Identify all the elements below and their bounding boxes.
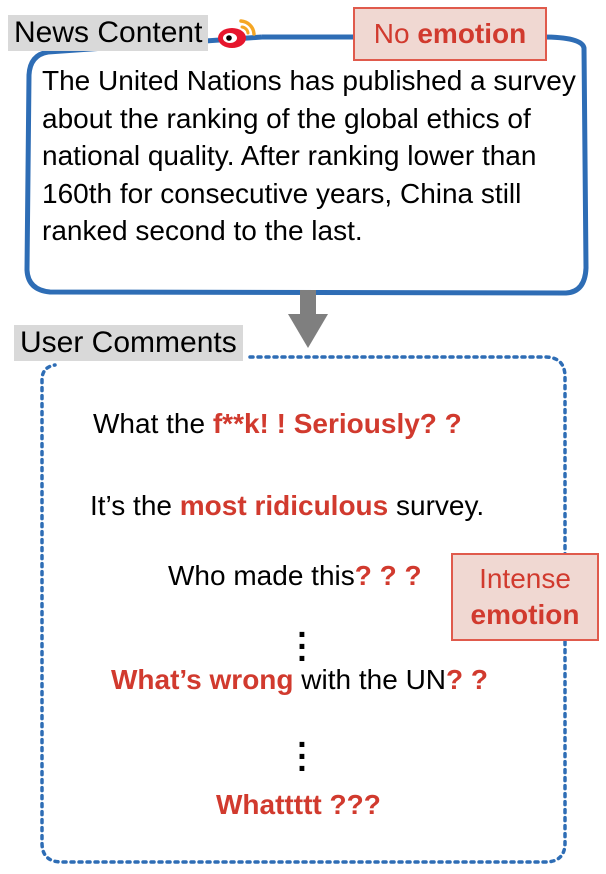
no-emotion-normal: No: [373, 18, 410, 49]
comment-3-plain: Who made this: [168, 560, 355, 591]
comment-4-bold: What’s wrong: [111, 664, 294, 695]
comment-4-bold-end: ? ?: [446, 664, 489, 695]
comment-1-plain: What the: [93, 408, 213, 439]
down-arrow-icon: [288, 290, 328, 348]
news-content-label: News Content: [8, 15, 209, 51]
ellipsis-vertical-icon: ...: [297, 717, 307, 779]
comment-2-bold: most ridiculous: [179, 490, 389, 521]
comment-3: Who made this? ? ?: [168, 560, 422, 592]
comment-3-bold: ? ? ?: [354, 560, 422, 591]
comment-4-plain: with the UN: [293, 664, 447, 695]
comment-4: What’s wrong with the UN? ?: [111, 664, 488, 696]
weibo-logo-icon: [216, 16, 258, 50]
intense-emotion-bold: emotion: [470, 599, 580, 630]
news-content-text: The United Nations has published a surve…: [42, 65, 576, 246]
user-comments-label: User Comments: [14, 325, 243, 361]
comment-5: Whattttt ???: [216, 789, 381, 821]
comment-2: It’s the most ridiculous survey.: [90, 490, 484, 522]
ellipsis-vertical-icon: ...: [297, 607, 307, 669]
comments-box-border: [40, 355, 567, 864]
no-emotion-callout: No emotion: [353, 7, 547, 61]
comment-5-bold: Whattttt ???: [216, 789, 381, 820]
comment-2-plain-start: It’s the: [90, 490, 180, 521]
intense-emotion-normal: Intense: [479, 563, 571, 594]
no-emotion-bold: emotion: [417, 18, 527, 49]
intense-emotion-callout: Intense emotion: [451, 553, 599, 641]
comment-1: What the f**k! ! Seriously? ?: [93, 408, 462, 440]
comment-2-plain-end: survey.: [388, 490, 485, 521]
comment-1-bold: f**k! ! Seriously? ?: [212, 408, 462, 439]
